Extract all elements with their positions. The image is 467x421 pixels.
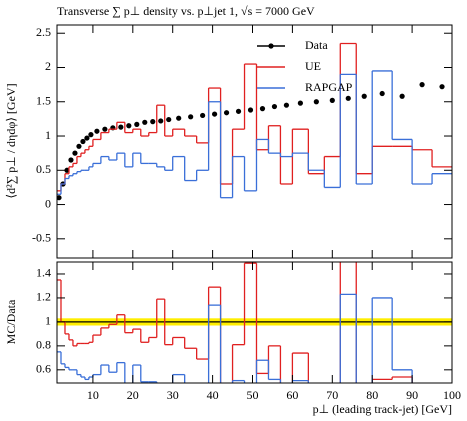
data-point bbox=[76, 143, 82, 149]
y-tick-label: 1 bbox=[45, 314, 51, 328]
chart-title: Transverse ∑ p⊥ density vs. p⊥jet 1, √s … bbox=[57, 4, 315, 18]
data-point bbox=[158, 118, 164, 124]
ratio-plot bbox=[57, 262, 452, 383]
legend-label: RAPGAP bbox=[305, 80, 353, 94]
legend-label: UE bbox=[305, 59, 321, 73]
legend-label: Data bbox=[305, 38, 328, 52]
data-point bbox=[313, 99, 319, 105]
data-point bbox=[259, 106, 266, 112]
x-tick-label: 10 bbox=[87, 388, 99, 402]
axes: -0.5 0 0.5 1 1.5 2 2.5 Data UE RAPGAP 0.6 0.8 1 1.2 1.… bbox=[32, 25, 461, 402]
y-tick-label: -0.5 bbox=[32, 231, 51, 245]
data-point bbox=[102, 126, 108, 132]
x-tick-label: 50 bbox=[247, 388, 259, 402]
data-point bbox=[64, 167, 70, 173]
y-tick-label: 1.2 bbox=[36, 290, 51, 304]
data-point bbox=[439, 84, 445, 90]
data-point bbox=[57, 195, 62, 201]
data-point bbox=[176, 115, 182, 121]
data-point bbox=[94, 128, 100, 134]
data-point bbox=[419, 82, 425, 88]
x-tick-label: 90 bbox=[406, 388, 418, 402]
data-point bbox=[345, 95, 351, 101]
data-point bbox=[188, 114, 194, 120]
data-point bbox=[247, 107, 254, 113]
data-point bbox=[223, 110, 230, 116]
data-point bbox=[283, 102, 290, 108]
legend-marker bbox=[268, 43, 274, 49]
y-tick-label: 1.5 bbox=[36, 94, 51, 108]
data-point bbox=[118, 124, 124, 130]
data-point bbox=[329, 97, 335, 103]
data-point bbox=[84, 135, 90, 141]
x-tick-label: 80 bbox=[366, 388, 378, 402]
data-point bbox=[235, 108, 242, 114]
x-tick-label: 20 bbox=[127, 388, 139, 402]
data-point bbox=[379, 90, 385, 97]
y-tick-label: 2.5 bbox=[36, 25, 51, 39]
main-frame bbox=[56, 24, 453, 259]
x-tick-label: 30 bbox=[167, 388, 179, 402]
x-tick-label: 100 bbox=[443, 388, 461, 402]
y-tick-label: 0.5 bbox=[36, 162, 51, 176]
data-point bbox=[166, 116, 172, 123]
data-point bbox=[361, 93, 367, 99]
data-point bbox=[271, 103, 278, 110]
data-point bbox=[126, 123, 132, 129]
y-tick-label: 2 bbox=[45, 59, 51, 73]
data-point bbox=[142, 119, 148, 125]
y-axis-label: ⟨d²∑ p⊥ / dηdφ⟩ [GeV] bbox=[4, 83, 18, 198]
data-point bbox=[72, 150, 78, 156]
data-point bbox=[80, 138, 86, 145]
y-tick-label: 1 bbox=[45, 128, 51, 142]
y-tick-label: 0.8 bbox=[36, 338, 51, 352]
ratio-y-axis-label: MC/Data bbox=[4, 299, 18, 344]
main-plot bbox=[57, 42, 452, 201]
data-point bbox=[200, 112, 206, 119]
data-point bbox=[150, 119, 156, 125]
x-tick-label: 60 bbox=[286, 388, 298, 402]
y-tick-label: 0.6 bbox=[36, 362, 51, 376]
data-point bbox=[297, 100, 303, 106]
data-point bbox=[134, 121, 140, 127]
data-point bbox=[88, 132, 94, 138]
ratio-frame bbox=[56, 261, 453, 384]
y-tick-label: 0 bbox=[45, 196, 51, 210]
data-point bbox=[399, 93, 405, 99]
data-point bbox=[212, 111, 218, 117]
y-tick-label: 1.4 bbox=[36, 266, 51, 280]
x-axis-label: p⊥ (leading track-jet) [GeV] bbox=[313, 402, 452, 416]
x-tick-label: 70 bbox=[326, 388, 338, 402]
x-tick-label: 40 bbox=[207, 388, 219, 402]
data-point bbox=[68, 157, 74, 163]
